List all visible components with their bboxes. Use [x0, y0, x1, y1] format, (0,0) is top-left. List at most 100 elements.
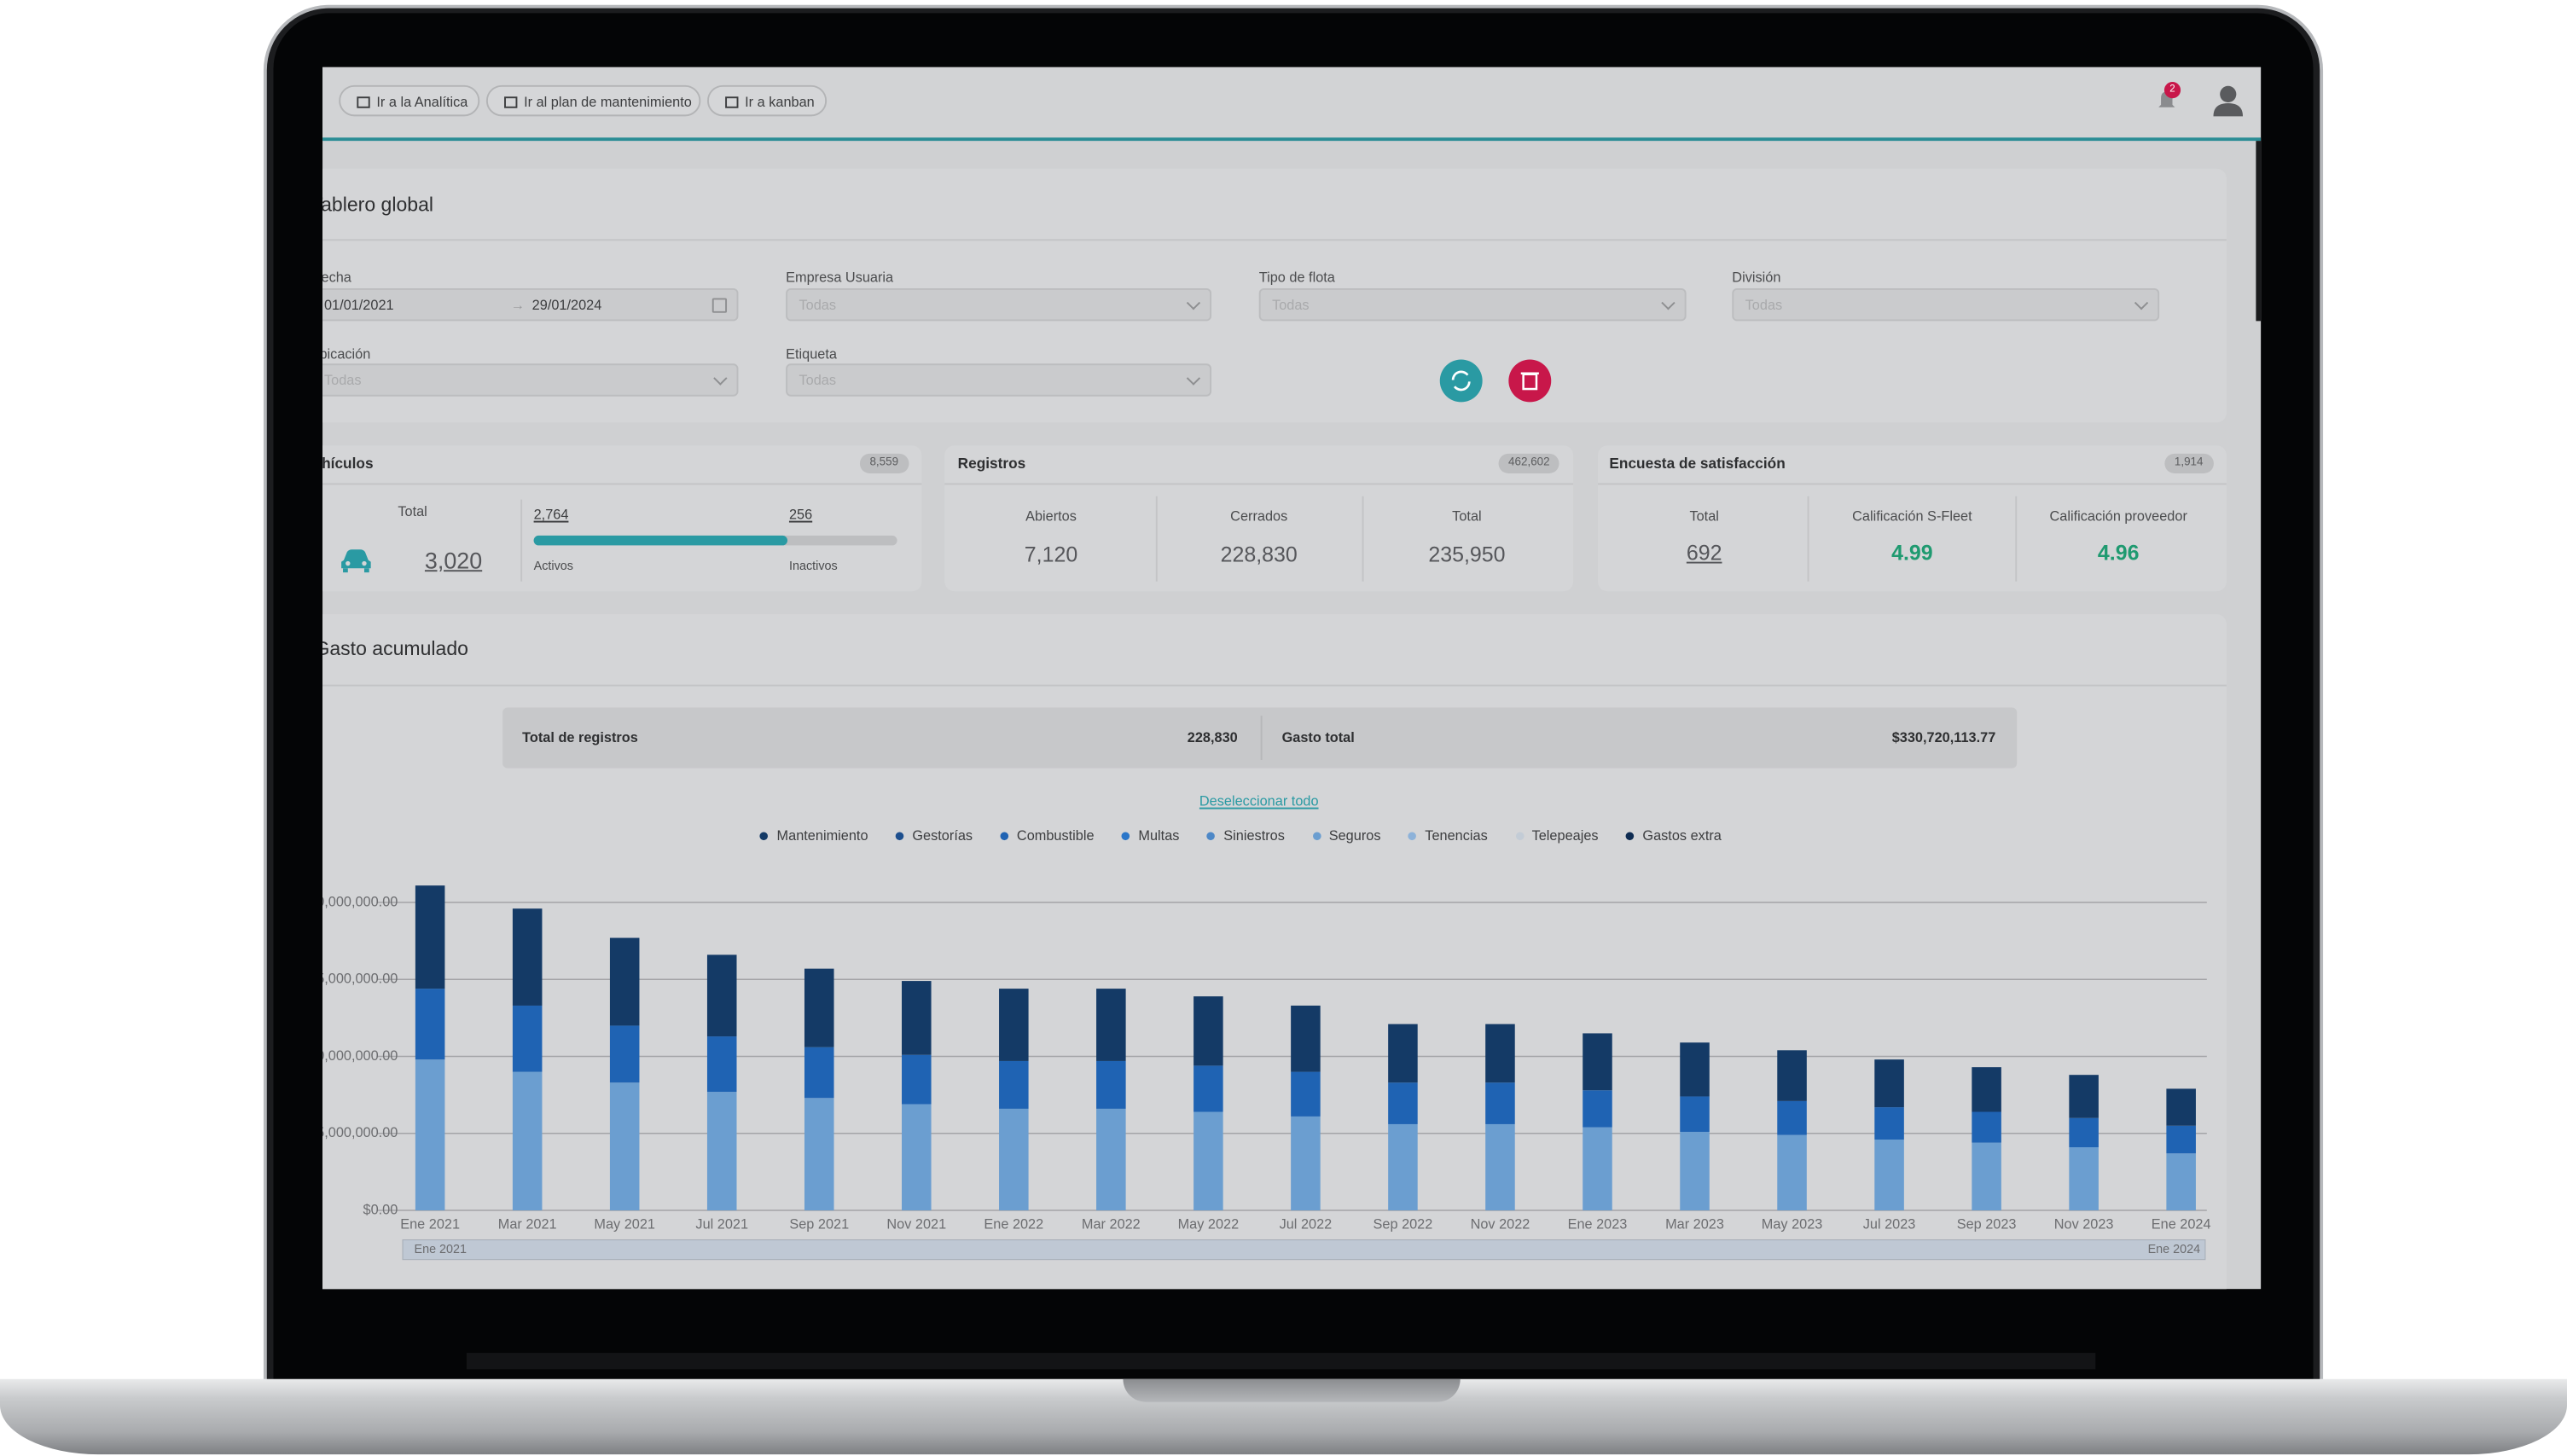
legend-marker: [760, 831, 769, 840]
legend-item[interactable]: Gastos extra: [1626, 827, 1722, 844]
stat-label: Cerrados: [1230, 508, 1288, 525]
divider: [1597, 483, 2227, 485]
divider: [322, 239, 2227, 241]
x-tick-label: Ene 2022: [984, 1217, 1043, 1233]
stat-label: Total: [398, 502, 427, 519]
bar-segment: [1777, 1050, 1807, 1101]
x-tick-label: Sep 2023: [1957, 1217, 2017, 1233]
scrollbar: [2256, 141, 2262, 322]
stat-value[interactable]: 2,764: [533, 506, 569, 523]
select-value: Todas: [1272, 296, 1310, 313]
deselect-link[interactable]: Deseleccionar todo: [1199, 792, 1319, 809]
bar-segment: [706, 1092, 737, 1211]
select-input[interactable]: [1258, 287, 1687, 322]
card-title: Encuesta de satisfacción: [1609, 455, 1786, 473]
x-tick-label: May 2021: [594, 1217, 655, 1233]
legend-label: Gestorías: [912, 827, 973, 844]
bar-segment: [2069, 1147, 2099, 1211]
bar-segment: [804, 1047, 834, 1099]
legend-marker: [1122, 831, 1130, 840]
bar-segment: [1874, 1107, 1904, 1140]
stat-value[interactable]: 692: [1686, 540, 1722, 566]
bar-segment: [1777, 1100, 1807, 1135]
x-tick-label: Sep 2021: [789, 1217, 849, 1233]
count-badge: 8,559: [859, 453, 909, 473]
legend-label: Multas: [1138, 827, 1180, 844]
bar-segment: [1583, 1127, 1612, 1211]
nav-button[interactable]: Ir a kanban: [707, 84, 828, 117]
bar-segment: [1777, 1134, 1807, 1211]
select-input[interactable]: [786, 363, 1212, 397]
bar-segment: [1388, 1123, 1418, 1211]
navigator-label: Ene 2024: [2148, 1243, 2201, 1256]
x-tick-label: Mar 2021: [498, 1217, 557, 1233]
summary-box: [502, 707, 2018, 769]
progress-fill: [533, 535, 788, 546]
stat-value: 228,830: [1220, 542, 1298, 567]
bar-segment: [609, 1025, 640, 1083]
bar-segment: [1972, 1111, 2001, 1143]
car-icon: [341, 549, 371, 573]
bar-segment: [1972, 1142, 2001, 1211]
select-input[interactable]: [322, 363, 739, 397]
bar-segment: [1485, 1123, 1515, 1211]
nav-button[interactable]: Ir al plan de mantenimiento: [485, 84, 701, 117]
bar-segment: [1193, 996, 1223, 1066]
stat-value[interactable]: 256: [788, 506, 813, 523]
calendar-icon: [711, 298, 728, 313]
bar-segment: [999, 1060, 1029, 1109]
bar-segment: [2166, 1088, 2196, 1126]
count-badge: 462,602: [1498, 453, 1560, 473]
arrow: →: [510, 296, 526, 313]
stat-value: 4.96: [2097, 540, 2140, 566]
button-label: Ir al plan de mantenimiento: [524, 93, 692, 110]
x-tick-label: Mar 2022: [1082, 1217, 1141, 1233]
bar-segment: [415, 885, 445, 989]
legend-label: Siniestros: [1223, 827, 1285, 844]
bar-segment: [2166, 1125, 2196, 1154]
records-card: [944, 445, 1574, 592]
filter-label: Tipo de flota: [1258, 268, 1335, 286]
stat-value: 235,950: [1428, 542, 1506, 567]
legend-item[interactable]: Telepeajes: [1515, 827, 1599, 844]
date-range-input[interactable]: [322, 287, 739, 322]
select-input[interactable]: [786, 287, 1212, 322]
filter-label: Fecha: [322, 268, 351, 286]
legend-item[interactable]: Tenencias: [1408, 827, 1488, 844]
legend-item[interactable]: Mantenimiento: [760, 827, 868, 844]
bar-segment: [804, 968, 834, 1047]
select-input[interactable]: [1732, 287, 2160, 322]
legend-label: Seguros: [1328, 827, 1381, 844]
stat-label: Calificación proveedor: [2049, 508, 2187, 525]
divider: [2015, 496, 2018, 582]
legend-item[interactable]: Combustible: [1000, 827, 1095, 844]
legend-item[interactable]: Multas: [1122, 827, 1179, 844]
stat-value[interactable]: 3,020: [424, 547, 483, 574]
clear-button[interactable]: [1507, 359, 1552, 403]
bar-segment: [1193, 1065, 1223, 1112]
x-tick-label: Sep 2022: [1374, 1217, 1433, 1233]
stat-label: Inactivos: [788, 558, 838, 574]
bar-segment: [804, 1098, 834, 1211]
legend-item[interactable]: Siniestros: [1207, 827, 1285, 844]
divider: [520, 499, 523, 582]
summary-value: $330,720,113.77: [1891, 728, 1996, 745]
legend-marker: [1207, 831, 1216, 840]
stat-value: 4.99: [1891, 540, 1933, 566]
icon: [504, 96, 518, 108]
nav-button[interactable]: Ir a la Analítica: [339, 84, 480, 117]
legend-marker: [1515, 831, 1524, 840]
filter-label: Ubicación: [322, 345, 371, 363]
survey-card: [1597, 445, 2227, 592]
legend-item[interactable]: Gestorías: [896, 827, 973, 844]
y-tick-label: $0.00: [363, 1202, 398, 1217]
legend-marker: [1000, 831, 1009, 840]
user-avatar[interactable]: [2212, 84, 2245, 119]
x-tick-label: Ene 2023: [1568, 1217, 1628, 1233]
button-label: Ir a la Analítica: [376, 93, 468, 110]
legend-item[interactable]: Seguros: [1312, 827, 1381, 844]
legend-marker: [1408, 831, 1417, 840]
refresh-button[interactable]: [1439, 359, 1484, 403]
